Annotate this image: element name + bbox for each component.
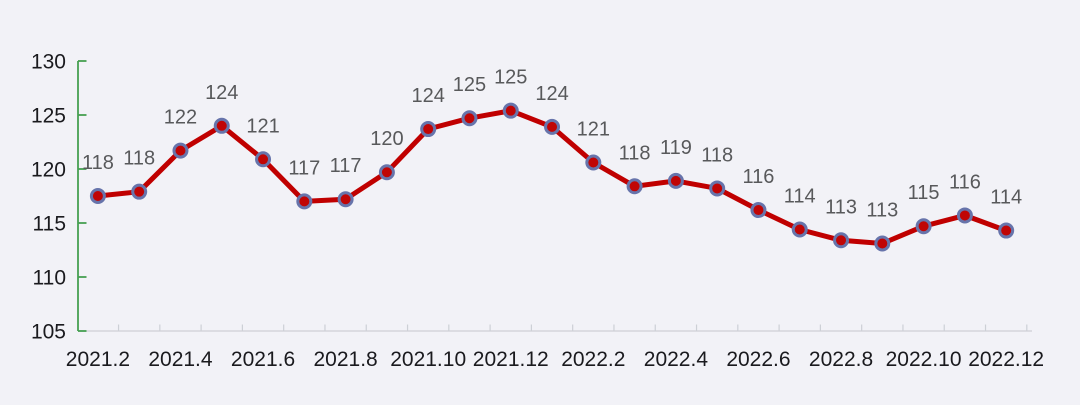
data-point-marker — [833, 232, 850, 249]
data-point-label: 118 — [701, 144, 733, 166]
x-axis-label: 2022.10 — [886, 348, 962, 371]
data-point-marker — [213, 117, 230, 134]
data-point-marker — [131, 183, 148, 200]
data-point-label: 118 — [619, 142, 651, 164]
data-point-marker — [874, 235, 891, 252]
data-point-label: 119 — [660, 137, 692, 159]
y-axis-label: 115 — [33, 213, 66, 236]
data-point-marker — [296, 193, 313, 210]
y-axis-label: 120 — [31, 159, 66, 182]
y-axis-label: 105 — [31, 321, 66, 344]
data-point-marker — [915, 218, 932, 235]
x-axis-label: 2022.8 — [809, 348, 873, 371]
data-point-label: 116 — [743, 166, 775, 188]
data-point-marker — [89, 188, 106, 204]
x-axis-label: 2022.4 — [644, 348, 709, 371]
data-point-marker — [750, 202, 767, 219]
data-point-marker — [544, 118, 561, 135]
data-point-label: 124 — [535, 83, 568, 105]
x-axis-label: 2022.6 — [726, 348, 790, 371]
data-point-label: 118 — [82, 152, 114, 174]
data-point-label: 125 — [494, 67, 527, 89]
data-point-label: 124 — [411, 85, 444, 107]
data-point-label: 114 — [784, 185, 816, 207]
data-point-label: 113 — [866, 200, 898, 222]
x-axis-label: 2021.2 — [66, 348, 130, 371]
x-axis-label: 2021.12 — [473, 348, 549, 371]
data-point-label: 117 — [330, 155, 362, 177]
y-axis-label: 130 — [31, 51, 66, 74]
data-point-marker — [255, 151, 272, 168]
y-axis-label: 125 — [31, 105, 66, 128]
data-point-marker — [791, 221, 808, 238]
data-point-label: 118 — [123, 148, 155, 170]
x-axis-label: 2021.6 — [231, 348, 295, 371]
data-point-label: 121 — [246, 115, 279, 137]
data-point-label: 114 — [990, 187, 1022, 209]
data-point-marker — [956, 207, 973, 224]
data-point-marker — [998, 222, 1015, 239]
data-point-marker — [667, 172, 684, 189]
data-point-marker — [585, 154, 602, 171]
data-point-label: 115 — [908, 182, 940, 204]
data-point-label: 117 — [288, 157, 320, 179]
x-axis-label: 2022.12 — [968, 348, 1044, 371]
data-point-label: 125 — [453, 74, 486, 96]
data-point-label: 121 — [577, 119, 610, 141]
data-point-marker — [378, 164, 395, 181]
data-point-marker — [337, 191, 354, 208]
data-point-label: 122 — [164, 107, 197, 129]
data-point-label: 113 — [825, 196, 857, 218]
x-axis-label: 2021.8 — [313, 348, 377, 371]
data-point-marker — [420, 121, 437, 138]
data-point-marker — [626, 178, 643, 195]
x-axis-label: 2021.4 — [148, 348, 213, 371]
data-point-marker — [461, 110, 478, 127]
y-axis-label: 110 — [33, 267, 66, 290]
x-axis-label: 2022.2 — [561, 348, 625, 371]
data-point-marker — [172, 142, 189, 159]
data-point-label: 116 — [949, 171, 981, 193]
x-axis-label: 2021.10 — [390, 348, 466, 371]
data-point-marker — [709, 180, 726, 197]
data-point-label: 124 — [205, 82, 238, 104]
data-point-marker — [502, 102, 519, 119]
data-point-label: 120 — [370, 128, 403, 150]
